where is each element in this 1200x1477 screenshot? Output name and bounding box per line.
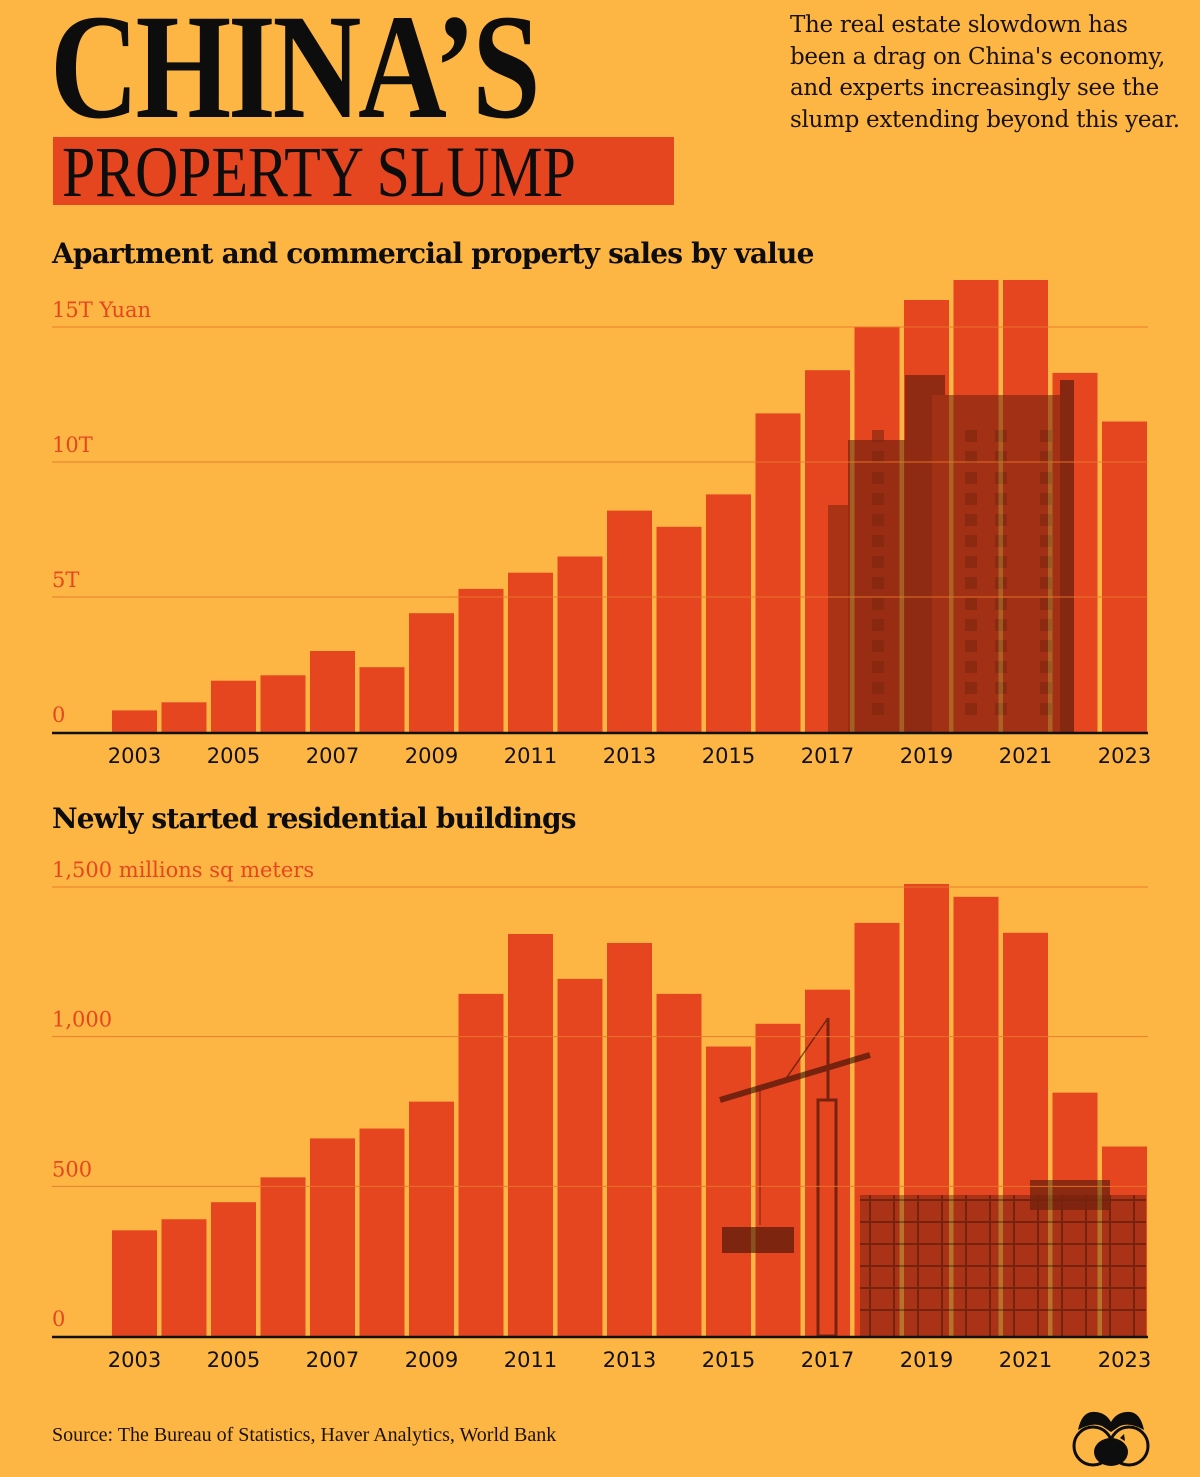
y-tick-label: 0 bbox=[52, 1307, 65, 1331]
page-subtitle: PROPERTY SLUMP bbox=[62, 132, 576, 212]
bar-2009 bbox=[409, 1101, 454, 1336]
x-tick-label: 2005 bbox=[207, 744, 260, 768]
bar-2011 bbox=[508, 572, 553, 732]
x-tick-label: 2021 bbox=[999, 744, 1052, 768]
bar-2005 bbox=[211, 680, 256, 732]
x-tick-label: 2013 bbox=[603, 1348, 656, 1372]
y-tick-label: 10T bbox=[52, 433, 93, 457]
y-tick-label: 15T Yuan bbox=[52, 298, 151, 322]
x-tick-label: 2011 bbox=[504, 744, 557, 768]
x-tick-label: 2015 bbox=[702, 744, 755, 768]
y-tick-label: 1,500 millions sq meters bbox=[52, 858, 314, 882]
bar-2013 bbox=[607, 942, 652, 1336]
x-tick-label: 2019 bbox=[900, 744, 953, 768]
bar-2016 bbox=[755, 413, 801, 732]
bar-2012 bbox=[557, 556, 603, 732]
bar-2012 bbox=[557, 978, 603, 1336]
bar-2008 bbox=[359, 1128, 405, 1336]
bar-2005 bbox=[211, 1202, 256, 1336]
x-tick-label: 2003 bbox=[108, 744, 161, 768]
source-note: Source: The Bureau of Statistics, Haver … bbox=[52, 1424, 557, 1446]
x-tick-label: 2003 bbox=[108, 1348, 161, 1372]
bar-2015 bbox=[706, 494, 751, 732]
bar-2006 bbox=[260, 1177, 306, 1336]
x-tick-label: 2019 bbox=[900, 1348, 953, 1372]
bar-2014 bbox=[656, 526, 702, 732]
chart-sales-value: 0 5T 10T 15T Yuan 2003 2005 2007 2009 2011 2013 20… bbox=[52, 280, 1151, 768]
construction-crane-photo bbox=[719, 1017, 1146, 1338]
bar-2011 bbox=[508, 933, 553, 1336]
x-tick-label: 2009 bbox=[405, 1348, 458, 1372]
bar-2004 bbox=[161, 1219, 207, 1336]
x-tick-label: 2011 bbox=[504, 1348, 557, 1372]
apartment-tower-photo bbox=[828, 375, 1074, 732]
bar-2016 bbox=[755, 1023, 801, 1336]
x-tick-label: 2013 bbox=[603, 744, 656, 768]
x-tick-label: 2023 bbox=[1098, 744, 1151, 768]
bar-2003 bbox=[112, 1230, 157, 1336]
x-tick-label: 2015 bbox=[702, 1348, 755, 1372]
bar-2014 bbox=[656, 993, 702, 1336]
bars bbox=[112, 884, 1147, 1336]
x-tick-label: 2017 bbox=[801, 1348, 854, 1372]
page-title: CHINA’S bbox=[50, 0, 541, 150]
x-tick-label: 2007 bbox=[306, 744, 359, 768]
bar-2009 bbox=[409, 613, 454, 732]
y-tick-label: 500 bbox=[52, 1157, 92, 1181]
chart-2-title: Newly started residential buildings bbox=[52, 802, 577, 835]
x-tick-label: 2023 bbox=[1098, 1348, 1151, 1372]
intro-text: The real estate slowdown has been a drag… bbox=[790, 12, 1180, 133]
binoculars-logo-icon bbox=[1072, 1411, 1150, 1467]
x-tick-label: 2005 bbox=[207, 1348, 260, 1372]
x-tick-label: 2007 bbox=[306, 1348, 359, 1372]
x-tick-label: 2017 bbox=[801, 744, 854, 768]
y-tick-label: 1,000 bbox=[52, 1008, 112, 1032]
bar-2007 bbox=[310, 1138, 355, 1336]
x-tick-label: 2009 bbox=[405, 744, 458, 768]
subtitle-band bbox=[53, 137, 674, 205]
x-tick-label: 2021 bbox=[999, 1348, 1052, 1372]
bar-2018 bbox=[854, 922, 900, 1336]
chart-1-title: Apartment and commercial property sales … bbox=[52, 237, 814, 270]
bar-2003 bbox=[112, 710, 157, 732]
y-tick-label: 5T bbox=[52, 568, 79, 592]
bar-2010 bbox=[458, 588, 504, 732]
bar-2008 bbox=[359, 667, 405, 732]
bar-2010 bbox=[458, 993, 504, 1336]
bar-2023 bbox=[1102, 421, 1147, 732]
bar-2022 bbox=[1052, 1092, 1098, 1336]
bar-2004 bbox=[161, 702, 207, 732]
bar-2013 bbox=[607, 510, 652, 732]
y-tick-label: 0 bbox=[52, 703, 65, 727]
bar-2021 bbox=[1003, 932, 1048, 1336]
bar-2006 bbox=[260, 675, 306, 732]
bar-2007 bbox=[310, 651, 355, 732]
chart-new-residential: 0 500 1,000 1,500 millions sq meters 2003 200… bbox=[52, 858, 1151, 1372]
